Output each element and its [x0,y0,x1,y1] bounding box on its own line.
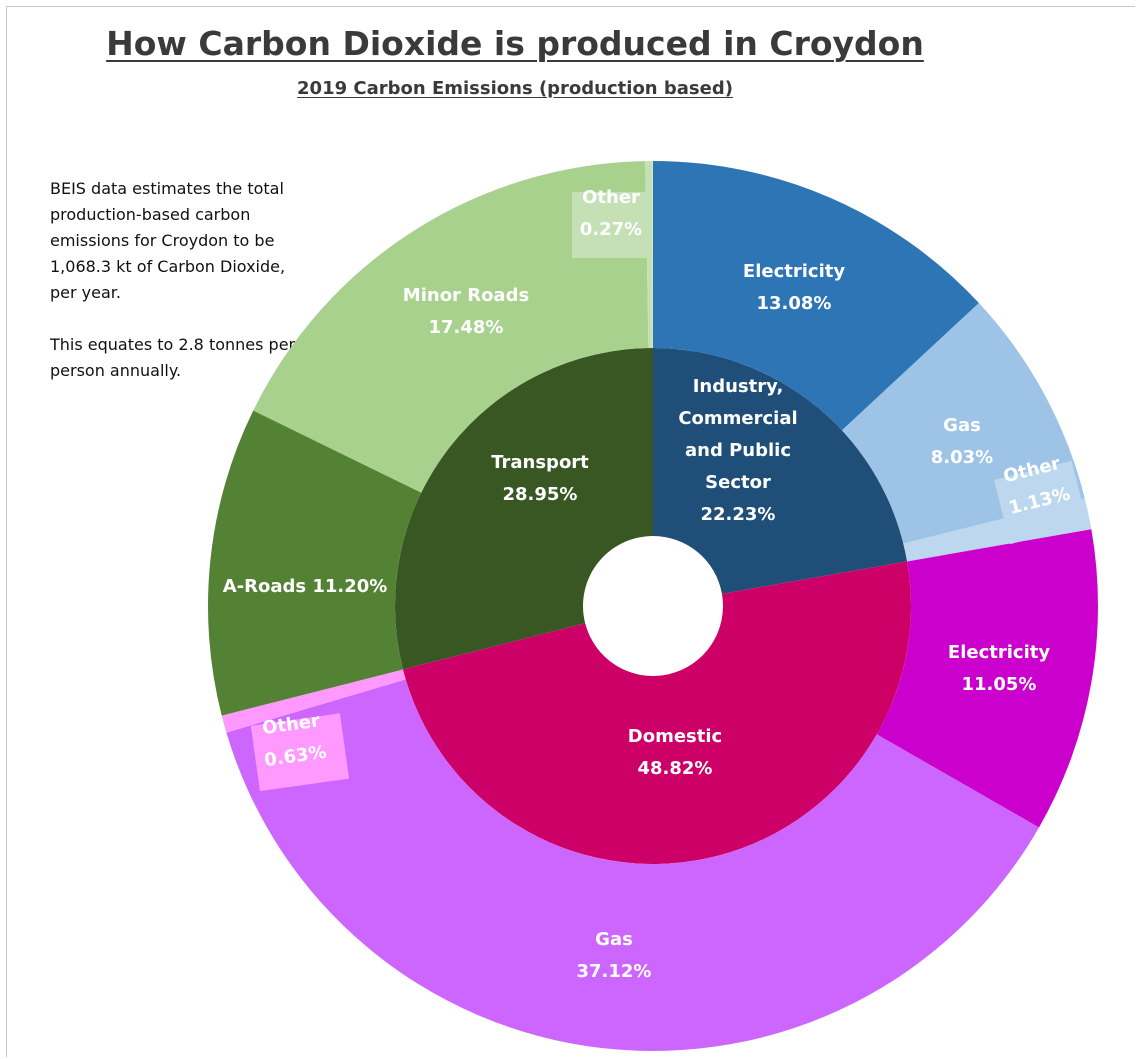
outer-label-transport-other-box [572,192,652,258]
outer-slice-industry-commercial-and-public-sector-electricity [653,161,979,431]
outer-label-domestic-other-box [250,713,350,792]
inner-label-industry-commercial-and-public-sector-line: Industry, [693,376,784,397]
outer-slice-transport-minor-roads [253,161,649,493]
outer-label-transport-other-line: 0.27% [580,219,642,240]
inner-label-domestic-line: 48.82% [638,758,713,779]
outer-label-industry-commercial-and-public-sector-gas-line: Gas [943,415,981,436]
inner-label-industry-commercial-and-public-sector: Industry, Commercial and Public Sector 22.23… [678,376,797,525]
chart-frame [6,6,1135,1057]
inner-label-domestic-line: Domestic [628,726,722,747]
inner-label-transport-line: 28.95% [503,484,578,505]
outer-label-transport-other-line: Other [582,187,640,208]
note-paragraph-1: BEIS data estimates the total production… [50,179,286,302]
inner-label-industry-commercial-and-public-sector-line: Commercial [678,408,797,429]
outer-slice-domestic-electricity [876,529,1098,828]
outer-slice-domestic-other [221,669,406,733]
inner-slice-transport [395,348,653,670]
outer-label-transport-a-roads: A-Roads 11.20% [223,576,388,597]
outer-label-domestic-gas-line: Gas [595,929,633,950]
emissions-note: BEIS data estimates the total production… [50,176,300,410]
outer-slice-domestic-gas [226,679,1039,1051]
inner-label-industry-commercial-and-public-sector-line: and Public [685,440,791,461]
outer-label-industry-commercial-and-public-sector-electricity: Electricity 13.08% [743,261,845,314]
inner-label-industry-commercial-and-public-sector-line: Sector [705,472,771,493]
outer-label-domestic-electricity-line: 11.05% [962,674,1037,695]
outer-label-industry-commercial-and-public-sector-other-box [994,460,1088,545]
note-paragraph-2: This equates to 2.8 tonnes per person an… [50,335,296,380]
inner-slice-domestic [402,561,911,864]
inner-label-transport-line: Transport [491,452,589,473]
outer-label-industry-commercial-and-public-sector-electricity-line: 13.08% [757,293,832,314]
inner-label-domestic: Domestic 48.82% [628,726,722,779]
outer-label-transport-minor-roads-line: 17.48% [429,317,504,338]
outer-slice-transport-a-roads [208,410,422,716]
outer-label-industry-commercial-and-public-sector-electricity-line: Electricity [743,261,845,282]
inner-label-industry-commercial-and-public-sector-line: 22.23% [701,504,776,525]
outer-label-industry-commercial-and-public-sector-gas-line: 8.03% [931,447,993,468]
outer-label-domestic-electricity: Electricity 11.05% [948,642,1050,695]
outer-label-domestic-gas: Gas 37.12% [577,929,652,982]
outer-label-domestic-electricity-line: Electricity [948,642,1050,663]
inner-slice-industry-commercial-and-public-sector [653,348,908,594]
outer-label-domestic-gas-line: 37.12% [577,961,652,982]
outer-label-transport-minor-roads: Minor Roads 17.48% [403,285,529,338]
outer-label-transport-other: Other 0.27% [572,187,652,258]
chart-title: How Carbon Dioxide is produced in Croydo… [106,24,924,63]
inner-label-transport: Transport 28.95% [491,452,589,505]
chart-subtitle: 2019 Carbon Emissions (production based) [297,78,733,99]
outer-label-transport-a-roads-line: A-Roads 11.20% [223,576,388,597]
outer-label-transport-minor-roads-line: Minor Roads [403,285,529,306]
outer-label-industry-commercial-and-public-sector-gas: Gas 8.03% [931,415,993,468]
